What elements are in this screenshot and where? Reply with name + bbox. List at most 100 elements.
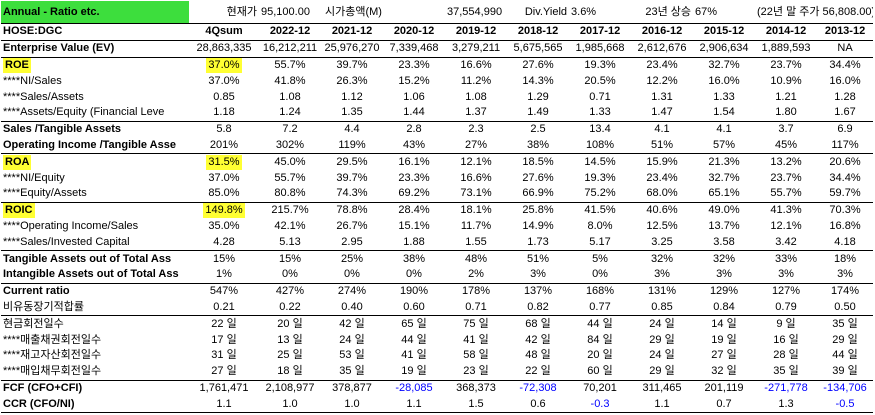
table-cell: 3.58 (693, 234, 755, 250)
row-label-text: ****Operating Income/Sales (3, 219, 139, 232)
cell-value: 1.0 (344, 397, 360, 410)
row-label-text: Intangible Assets out of Total Ass (3, 268, 179, 281)
table-cell: 41 일 (445, 332, 507, 348)
cell-value: 27.6% (522, 171, 554, 184)
cell-value: 1.73 (527, 235, 549, 248)
table-cell: 37.0% (189, 57, 259, 73)
cell-value: 75 일 (463, 317, 489, 330)
row-label-text: ****Assets/Equity (Financial Leve (3, 106, 165, 119)
table-row: Current ratio 547% 427% 274% 190% 178% 137% 168… (1, 283, 874, 299)
table-cell: 15% (189, 251, 259, 267)
table-cell: 378,877 (321, 380, 383, 396)
cell-value: 215.7% (271, 204, 309, 217)
row-label: Current ratio (1, 283, 189, 299)
table-cell: 3.7 (755, 121, 817, 137)
table-cell: 11.7% (445, 219, 507, 235)
row-label-text: ****NI/Equity (3, 171, 65, 184)
cell-value: 45.0% (274, 155, 306, 168)
cell-value: 80.8% (274, 187, 306, 200)
table-cell: 34.4% (817, 57, 873, 73)
cell-value: 2% (468, 268, 484, 281)
table-cell: 0.40 (321, 300, 383, 316)
row-label: 현금회전일수 (1, 316, 189, 332)
table-row: ****재고자산회전일수 31 일 25 일 53 일 41 일 58 일 48 일 20 일… (1, 348, 873, 364)
column-header: 2019-12 (455, 25, 497, 38)
table-cell: 5.17 (569, 234, 631, 250)
table-cell: 131% (631, 283, 693, 299)
table-cell: 18.1% (445, 202, 507, 218)
cell-value: 0% (344, 268, 360, 281)
table-cell: 65.1% (693, 186, 755, 202)
table-cell: 0.50 (817, 300, 873, 316)
cell-value: 28 일 (773, 349, 799, 362)
cell-value: 45% (775, 138, 798, 151)
cell-value: 15% (212, 252, 236, 265)
table-cell: 60 일 (569, 364, 631, 380)
cell-value: 547% (209, 285, 239, 298)
cell-value: 129% (709, 285, 739, 298)
cell-value: 32% (713, 252, 736, 265)
table-cell: 19.3% (569, 57, 631, 73)
cell-value: 59.7% (829, 187, 861, 200)
cell-value: 27 일 (211, 365, 237, 378)
table-cell: 201,119 (693, 380, 755, 396)
table-cell: 168% (569, 283, 631, 299)
table-cell: 9 일 (755, 316, 817, 332)
cell-value: 5,675,565 (513, 42, 563, 55)
mcap-value: 37,554,990 (447, 5, 503, 18)
table-cell: 45.0% (259, 154, 321, 170)
cell-value: 32.7% (708, 171, 740, 184)
cell-value: 1.31 (651, 90, 673, 103)
cell-value: 20.5% (584, 74, 616, 87)
cell-value: 38% (527, 138, 550, 151)
row-label: Enterprise Value (EV) (1, 40, 189, 57)
cell-value: 37.0% (208, 74, 240, 87)
table-cell: 84 일 (569, 332, 631, 348)
cell-value: 12.1% (460, 155, 492, 168)
table-cell: 16.6% (445, 57, 507, 73)
column-header: 2013-12 (824, 25, 866, 38)
cell-value: 42.1% (274, 219, 306, 232)
table-cell: 368,373 (445, 380, 507, 396)
dividend-yield-label: Div.Yield (524, 5, 568, 18)
cell-value: 65 일 (401, 317, 427, 330)
cell-value: 65.1% (708, 187, 740, 200)
cell-value: 0.60 (403, 300, 425, 313)
table-cell: 0.84 (693, 300, 755, 316)
cell-value: 38% (402, 252, 426, 265)
cell-value: 53 일 (339, 349, 365, 362)
cell-value: 31 일 (211, 349, 237, 362)
cell-value: 119% (338, 138, 366, 151)
cell-value: 19.3% (584, 58, 616, 71)
table-cell: -0.3 (569, 396, 631, 412)
table-row: ****Operating Income/Sales 35.0% 42.1% 26.7… (1, 219, 873, 235)
table-cell: 25.8% (507, 202, 569, 218)
row-label-text: Operating Income /Tangible Asse (3, 138, 176, 151)
table-cell: -28,085 (383, 380, 445, 396)
cell-value: 11.2% (460, 74, 492, 87)
cell-value: 55.7% (274, 58, 306, 71)
table-cell: 1,761,471 (189, 380, 259, 396)
cell-value: 11.7% (460, 219, 492, 232)
table-cell: 1.08 (445, 89, 507, 105)
cell-value: 3.25 (651, 235, 673, 248)
cell-value: 131% (647, 285, 677, 298)
cell-value: 24 일 (649, 317, 675, 330)
cell-value: 1.18 (213, 106, 235, 119)
cell-value: 2,612,676 (637, 42, 687, 55)
cell-value: 39.7% (336, 58, 368, 71)
row-label: ****Sales/Invested Capital (1, 234, 189, 250)
table-cell: 274% (321, 283, 383, 299)
table-cell: 16.1% (383, 154, 445, 170)
table-cell: 18% (817, 251, 873, 267)
table-cell: 311,465 (631, 380, 693, 396)
cell-value: 1,761,471 (199, 381, 249, 394)
cell-value: 174% (830, 285, 860, 298)
cell-value: 4.28 (213, 235, 235, 248)
table-cell: 22 일 (507, 364, 569, 380)
cell-value: 17 일 (211, 333, 237, 346)
table-cell: 0.71 (569, 89, 631, 105)
cell-value: 12.2% (646, 74, 678, 87)
table-cell: 28 일 (755, 348, 817, 364)
cell-value: 3% (778, 268, 794, 281)
